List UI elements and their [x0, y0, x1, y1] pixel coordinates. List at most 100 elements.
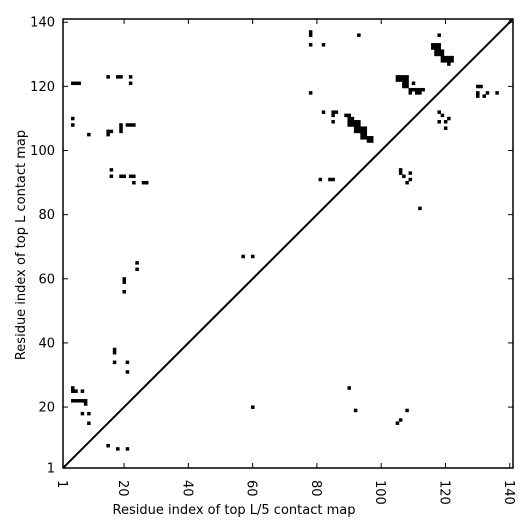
contact-cell-upper	[353, 120, 358, 124]
contact-cell-upper	[398, 171, 403, 175]
contact-cell-upper	[308, 91, 313, 95]
contact-cell-upper	[421, 87, 425, 92]
contact-cell-upper	[71, 116, 75, 121]
y-tick-label: 20	[38, 401, 55, 416]
contact-cell-lower	[251, 405, 255, 409]
contact-cell-upper	[347, 116, 351, 121]
contact-cell-lower	[87, 421, 91, 426]
x-tick-label: 1	[54, 480, 69, 488]
contact-cell-upper	[398, 75, 403, 79]
x-tick-label: 40	[179, 480, 194, 497]
contact-cell-upper	[71, 123, 75, 127]
contact-cell-upper	[408, 87, 413, 92]
contact-cell-upper	[434, 49, 438, 53]
contact-cell-upper	[363, 126, 368, 130]
contact-cell-upper	[402, 75, 406, 79]
y-tick-label: 80	[38, 208, 55, 223]
contact-cell-upper	[357, 120, 361, 124]
contact-cell-upper	[447, 55, 451, 60]
contact-cell-upper	[119, 75, 123, 79]
x-tick-label: 140	[501, 480, 516, 505]
contact-cell-upper	[447, 62, 451, 66]
x-axis-ticks: 1 20 40 60 80 100 120 140	[54, 19, 516, 505]
contact-cell-upper	[434, 52, 438, 57]
contact-cell-upper	[440, 52, 445, 57]
contact-cell-upper	[119, 123, 123, 127]
y-tick-label: 60	[38, 272, 55, 287]
x-tick-label: 20	[115, 480, 130, 497]
contact-cell-upper	[443, 55, 448, 60]
x-tick-label: 80	[308, 480, 323, 497]
contact-cell-upper	[437, 110, 441, 114]
contact-cell-upper	[408, 91, 413, 95]
contact-cell-upper	[122, 174, 126, 179]
contact-cell-upper	[331, 113, 335, 118]
contact-cell-upper	[431, 43, 435, 47]
contact-cell-upper	[318, 177, 323, 182]
contact-cell-upper	[363, 136, 368, 140]
x-tick-label: 100	[372, 480, 387, 505]
contact-cell-upper	[476, 94, 480, 98]
contact-cell-upper	[321, 43, 326, 47]
contact-cell-upper	[347, 123, 351, 127]
contact-cell-upper	[128, 123, 133, 127]
contact-cell-lower	[125, 447, 130, 451]
contact-cell-upper	[350, 123, 355, 127]
contact-cell-upper	[141, 180, 146, 185]
contact-cell-upper	[437, 33, 441, 37]
contact-cell-upper	[308, 33, 313, 37]
contact-cell-upper	[414, 91, 419, 95]
contact-cell-lower	[80, 389, 85, 393]
contact-cell-lower	[71, 386, 75, 390]
contact-cell-upper	[353, 126, 358, 130]
contact-cell-lower	[83, 399, 88, 403]
contact-cell-upper	[395, 75, 400, 79]
x-tick-label: 60	[244, 480, 259, 497]
x-tick-label: 120	[437, 480, 452, 505]
contact-cell-upper	[360, 132, 364, 137]
contact-cell-lower	[77, 399, 81, 403]
contact-cell-upper	[122, 277, 126, 281]
contact-cell-upper	[402, 84, 406, 89]
contact-cell-lower	[395, 421, 400, 426]
contact-cell-upper	[353, 123, 358, 127]
contact-cell-lower	[347, 386, 351, 390]
contact-cell-upper	[112, 347, 117, 352]
contact-cell-upper	[366, 139, 371, 143]
contact-cell-upper	[122, 290, 126, 294]
contact-cell-upper	[434, 43, 438, 47]
contact-cell-upper	[495, 91, 499, 95]
contact-cell-upper	[125, 360, 130, 365]
contact-cell-upper	[125, 370, 130, 374]
contact-cell-lower	[83, 402, 88, 406]
contact-cell-lower	[87, 411, 91, 416]
contact-cell-upper	[431, 46, 435, 50]
contact-cell-upper	[106, 132, 110, 137]
contact-cell-upper	[437, 120, 441, 124]
contact-cell-upper	[440, 113, 445, 118]
contact-cell-upper	[357, 129, 361, 134]
contact-cell-upper	[437, 43, 441, 47]
contact-cell-upper	[331, 110, 335, 114]
contact-cell-upper	[360, 126, 364, 130]
contact-cell-lower	[74, 389, 78, 393]
y-tick-label: 1	[47, 462, 55, 477]
contact-cell-upper	[135, 261, 139, 265]
contact-cell-upper	[350, 116, 355, 121]
y-tick-label: 120	[30, 80, 55, 95]
contact-cell-upper	[411, 81, 416, 86]
contact-cell-upper	[476, 84, 480, 89]
contact-cell-upper	[74, 81, 78, 86]
contact-cell-upper	[132, 123, 136, 127]
contact-cell-upper	[418, 87, 422, 92]
contact-cell-upper	[109, 168, 114, 172]
contact-cell-upper	[402, 78, 406, 82]
contact-cell-upper	[357, 123, 361, 127]
y-tick-label: 100	[30, 144, 55, 159]
contact-cell-upper	[402, 81, 406, 86]
contact-cell-upper	[369, 139, 374, 143]
contact-cell-upper	[405, 78, 409, 82]
contact-cell-upper	[112, 350, 117, 355]
contact-cell-upper	[308, 43, 313, 47]
